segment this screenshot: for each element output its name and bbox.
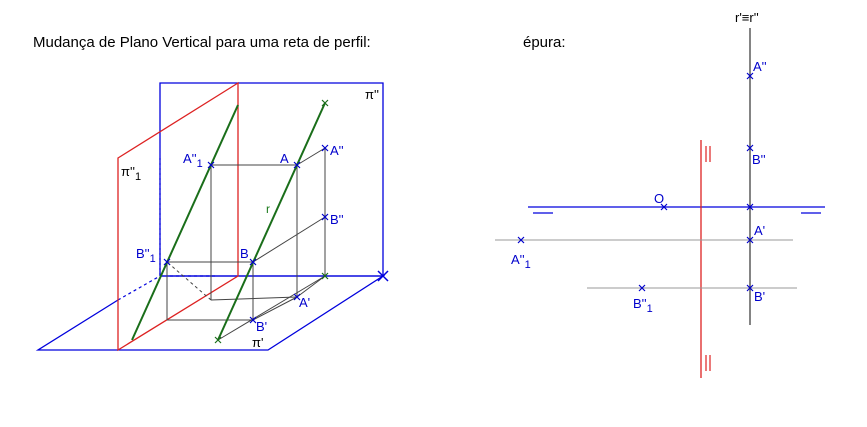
label-B1-3d: B''1 (136, 246, 156, 265)
label-B-prime-3d: B' (256, 319, 267, 334)
point-marks-epura (517, 72, 754, 292)
left-caption: Mudança de Plano Vertical para uma reta … (33, 34, 371, 51)
label-B-3d: B (240, 246, 249, 261)
vertical-plane-pi2 (159, 82, 384, 276)
label-O: O (654, 191, 664, 206)
right-caption: épura: (523, 34, 566, 51)
point-marks-3d (163, 99, 329, 344)
construction-lines (166, 147, 326, 341)
label-pi2-1: π''1 (121, 164, 141, 183)
label-r-3d: r (266, 202, 270, 216)
label-A2-epura: A'' (753, 59, 767, 74)
label-B-prime-epura: B' (754, 289, 765, 304)
new-ground-line-marks (705, 146, 711, 371)
new-vertical-plane-pi2-1 (117, 81, 239, 352)
ground-line-end-mark (377, 270, 389, 282)
label-A-3d: A (280, 151, 289, 166)
label-A1-epura: A''1 (511, 252, 531, 271)
label-A1-3d: A''1 (183, 151, 203, 170)
label-A2-3d: A'' (330, 143, 344, 158)
label-B2-epura: B'' (752, 152, 766, 167)
label-pi1: π' (252, 335, 263, 350)
label-r-proj: r'≡r'' (735, 10, 759, 25)
label-A-prime-epura: A' (754, 223, 765, 238)
label-B1-epura: B''1 (633, 296, 653, 315)
line-r (217, 102, 326, 341)
label-pi2: π'' (365, 87, 379, 102)
label-A-prime-3d: A' (299, 295, 310, 310)
perspective-figure: π'' π''1 π' A''1 A A'' r B'' B''1 B A' B… (35, 81, 389, 352)
label-B2-3d: B'' (330, 212, 344, 227)
horizontal-plane-hidden-edge (117, 275, 161, 301)
line-r-projection-pi2-1 (131, 104, 239, 341)
epura-figure: r'≡r'' A'' B'' O A' B' A''1 B''1 (495, 10, 825, 378)
